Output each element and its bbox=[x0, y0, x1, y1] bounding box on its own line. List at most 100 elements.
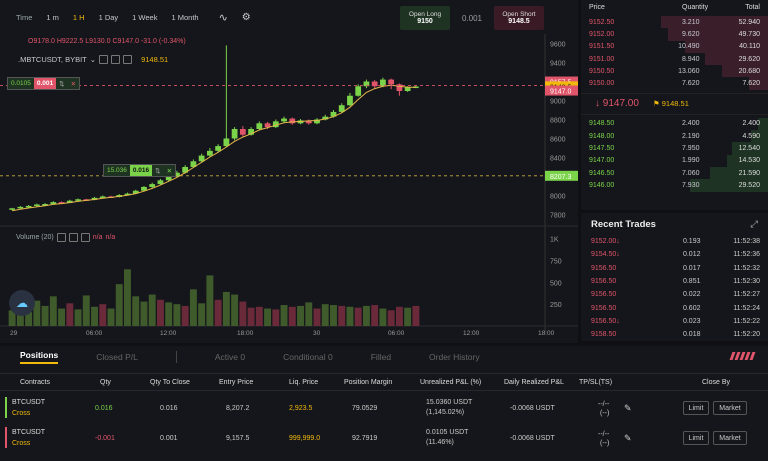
candle-body bbox=[141, 186, 147, 191]
bid-row[interactable]: 9146.00 7.930 29.520 bbox=[581, 179, 768, 192]
close-market-button[interactable]: Market bbox=[713, 431, 747, 445]
short-position-qty: 0.0105 bbox=[11, 80, 31, 87]
close-limit-button[interactable]: Limit bbox=[683, 431, 709, 445]
volume-bar bbox=[189, 289, 197, 326]
close-icon[interactable] bbox=[80, 233, 90, 242]
ask-price: 9150.00 bbox=[589, 80, 615, 88]
time-tick-label: 29 bbox=[10, 330, 18, 337]
edit-icon[interactable]: ✎ bbox=[624, 433, 632, 443]
volume-bar bbox=[49, 296, 57, 326]
ask-row[interactable]: 9150.50 13.060 20.680 bbox=[581, 65, 768, 78]
bid-row[interactable]: 9148.50 2.400 2.400 bbox=[581, 117, 768, 131]
volume-bar bbox=[33, 300, 41, 326]
time-tick-label: 06:00 bbox=[388, 330, 405, 337]
wave-icon[interactable]: ∿ bbox=[218, 11, 228, 24]
ask-row[interactable]: 9152.50 3.210 52.940 bbox=[581, 16, 768, 29]
ask-price: 9151.00 bbox=[589, 55, 615, 63]
candle-body bbox=[132, 190, 139, 194]
position-pnl: 15.0360 USDT bbox=[426, 399, 473, 406]
candle-body bbox=[99, 196, 106, 198]
price-tick-label: 9000 bbox=[550, 99, 566, 106]
trade-time: 11:52:20 bbox=[733, 331, 760, 339]
volume-bar bbox=[74, 309, 82, 326]
last-price-value: 9147.00 bbox=[602, 98, 639, 110]
candle-body bbox=[264, 123, 271, 128]
volume-bar bbox=[25, 312, 33, 326]
ask-qty: 10.490 bbox=[678, 43, 700, 51]
ask-row[interactable]: 9150.00 7.620 7.620 bbox=[581, 77, 768, 90]
tf-1w[interactable]: 1 Week bbox=[132, 12, 158, 22]
candle-body bbox=[371, 81, 378, 87]
tf-1d[interactable]: 1 Day bbox=[98, 12, 119, 22]
mark-price: ⚑ 9148.51 bbox=[652, 99, 689, 109]
ask-price: 9152.00 bbox=[589, 30, 615, 38]
tf-1month[interactable]: 1 Month bbox=[171, 12, 199, 22]
depth-bar bbox=[685, 40, 768, 53]
candle-body bbox=[42, 204, 48, 206]
tf-1m[interactable]: 1 m bbox=[46, 12, 59, 22]
bid-row[interactable]: 9148.00 2.190 4.590 bbox=[581, 130, 768, 143]
tab-positions[interactable]: Positions bbox=[20, 350, 59, 364]
price-tick-label: 9400 bbox=[550, 61, 566, 68]
ask-row[interactable]: 9151.50 10.490 40.110 bbox=[581, 40, 768, 53]
open-long-button[interactable]: Open Long 9150 bbox=[400, 6, 450, 30]
sort-icon[interactable]: ⇅ bbox=[59, 80, 65, 88]
ask-row[interactable]: 9152.00 9.620 49.730 bbox=[581, 28, 768, 41]
trade-row: 9156.50 0.602 11:52:24 bbox=[581, 301, 768, 314]
tab-filled[interactable]: Filled bbox=[370, 352, 392, 362]
volume-bar bbox=[181, 305, 189, 326]
bid-row[interactable]: 9147.50 7.950 12.540 bbox=[581, 142, 768, 155]
bid-qty: 7.950 bbox=[681, 145, 700, 153]
position-daily: -0.0068 USDT bbox=[510, 405, 555, 412]
close-position-icon[interactable]: ✕ bbox=[70, 80, 77, 88]
tab-conditional[interactable]: Conditional 0 bbox=[283, 352, 333, 362]
close-market-button[interactable]: Market bbox=[713, 401, 747, 415]
ob-total-header: Total bbox=[745, 4, 760, 11]
ask-total: 52.940 bbox=[738, 18, 760, 26]
position-margin: 92.7919 bbox=[352, 435, 378, 442]
volume-bar bbox=[58, 308, 66, 326]
moving-average-line bbox=[12, 84, 416, 212]
tf-1h[interactable]: 1 H bbox=[72, 12, 85, 22]
volume-bar bbox=[297, 305, 304, 326]
recent-trades-title: Recent Trades ⤢ bbox=[581, 213, 768, 235]
close-position-icon[interactable]: ✕ bbox=[166, 167, 173, 175]
long-position-qty: 15.036 bbox=[107, 167, 127, 174]
close-limit-button[interactable]: Limit bbox=[683, 401, 709, 415]
position-tpsl: --/-- bbox=[598, 401, 610, 408]
bid-total: 12.540 bbox=[738, 145, 760, 153]
close-icon[interactable] bbox=[123, 55, 133, 64]
bid-price: 9148.00 bbox=[589, 132, 615, 140]
settings-icon[interactable] bbox=[111, 55, 121, 64]
bid-total: 2.400 bbox=[742, 120, 760, 128]
bid-row[interactable]: 9146.50 7.060 21.590 bbox=[581, 166, 768, 180]
ohlc-change: -31.0 (-0.34%) bbox=[140, 38, 186, 45]
volume-bar bbox=[387, 310, 395, 326]
depth-bar bbox=[750, 130, 768, 143]
ask-row[interactable]: 9151.00 8.940 29.620 bbox=[581, 52, 768, 66]
bid-price: 9146.00 bbox=[589, 181, 615, 189]
col-header: Position Margin bbox=[344, 379, 393, 386]
side-indicator bbox=[5, 397, 7, 418]
edit-icon[interactable]: ✎ bbox=[624, 403, 632, 413]
gear-icon[interactable]: ⚙ bbox=[241, 11, 251, 23]
settings-icon[interactable] bbox=[68, 233, 78, 242]
tab-active[interactable]: Active 0 bbox=[214, 352, 246, 362]
expand-icon[interactable]: ⤢ bbox=[750, 218, 758, 230]
eye-icon[interactable] bbox=[56, 233, 66, 242]
eye-icon[interactable] bbox=[99, 55, 109, 64]
volume-bar bbox=[412, 305, 420, 326]
volume-bar bbox=[198, 303, 206, 326]
sort-icon[interactable]: ⇅ bbox=[155, 167, 161, 175]
long-position-tag[interactable]: 15.036 0.016 ⇅ ✕ bbox=[103, 164, 177, 177]
chevron-down-icon[interactable]: ⌄ bbox=[89, 55, 97, 64]
col-header: Daily Realized P&L bbox=[504, 379, 564, 386]
short-position-tag[interactable]: 0.0105 0.001 ⇅ ✕ bbox=[7, 77, 81, 90]
cloud-icon[interactable]: ☁ bbox=[9, 290, 35, 316]
quick-qty-input[interactable]: 0.001 bbox=[461, 13, 483, 23]
tab-order-history[interactable]: Order History bbox=[429, 352, 480, 362]
tab-closed-pl[interactable]: Closed P/L bbox=[96, 352, 138, 362]
price-chart[interactable]: 9600940092009000880086008400820080007800… bbox=[0, 34, 578, 343]
bid-row[interactable]: 9147.00 1.990 14.530 bbox=[581, 154, 768, 167]
open-short-button[interactable]: Open Short 9148.5 bbox=[494, 6, 544, 30]
